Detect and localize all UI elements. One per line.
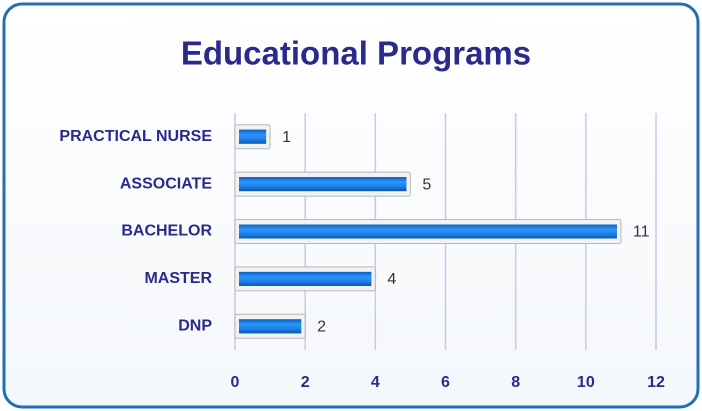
bar-shine xyxy=(239,319,302,334)
value-label: 5 xyxy=(422,176,431,193)
y-tick-label: DNP xyxy=(178,318,212,335)
value-label: 2 xyxy=(317,319,326,336)
y-tick-label: BACHELOR xyxy=(121,223,212,240)
x-tick-label: 8 xyxy=(511,374,520,391)
value-label: 4 xyxy=(387,271,396,288)
y-tick-label: PRACTICAL NURSE xyxy=(59,128,212,145)
bar-shine xyxy=(239,177,407,192)
x-tick-label: 6 xyxy=(441,374,450,391)
y-tick-label: ASSOCIATE xyxy=(120,175,212,192)
value-label: 1 xyxy=(282,129,291,146)
x-tick-label: 12 xyxy=(647,374,665,391)
bar-shine xyxy=(239,129,267,144)
y-tick-label: MASTER xyxy=(144,270,212,287)
x-tick-label: 4 xyxy=(371,374,380,391)
x-tick-label: 2 xyxy=(301,374,310,391)
bar-shine xyxy=(239,271,372,286)
value-label: 11 xyxy=(633,224,650,241)
x-tick-label: 10 xyxy=(577,374,595,391)
chart-title: Educational Programs xyxy=(181,35,531,72)
x-tick-label: 0 xyxy=(231,374,240,391)
bar-shine xyxy=(239,224,617,239)
